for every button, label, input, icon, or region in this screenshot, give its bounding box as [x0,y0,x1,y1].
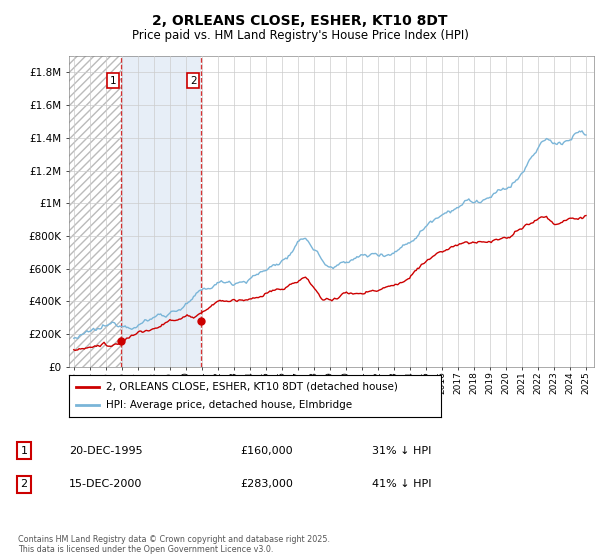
Bar [121,56,201,367]
Text: 1: 1 [20,446,28,456]
Text: 20-DEC-1995: 20-DEC-1995 [69,446,143,456]
Text: Price paid vs. HM Land Registry's House Price Index (HPI): Price paid vs. HM Land Registry's House … [131,29,469,42]
Text: £160,000: £160,000 [240,446,293,456]
Text: 2, ORLEANS CLOSE, ESHER, KT10 8DT (detached house): 2, ORLEANS CLOSE, ESHER, KT10 8DT (detac… [106,382,398,392]
Text: 41% ↓ HPI: 41% ↓ HPI [372,479,431,489]
Text: 2: 2 [190,76,197,86]
Text: HPI: Average price, detached house, Elmbridge: HPI: Average price, detached house, Elmb… [106,400,352,410]
Text: 2, ORLEANS CLOSE, ESHER, KT10 8DT: 2, ORLEANS CLOSE, ESHER, KT10 8DT [152,14,448,28]
Text: £283,000: £283,000 [240,479,293,489]
Text: 1: 1 [110,76,116,86]
Text: Contains HM Land Registry data © Crown copyright and database right 2025.
This d: Contains HM Land Registry data © Crown c… [18,535,330,554]
Text: 2: 2 [20,479,28,489]
Text: 31% ↓ HPI: 31% ↓ HPI [372,446,431,456]
Bar [69,56,121,367]
Text: 15-DEC-2000: 15-DEC-2000 [69,479,142,489]
